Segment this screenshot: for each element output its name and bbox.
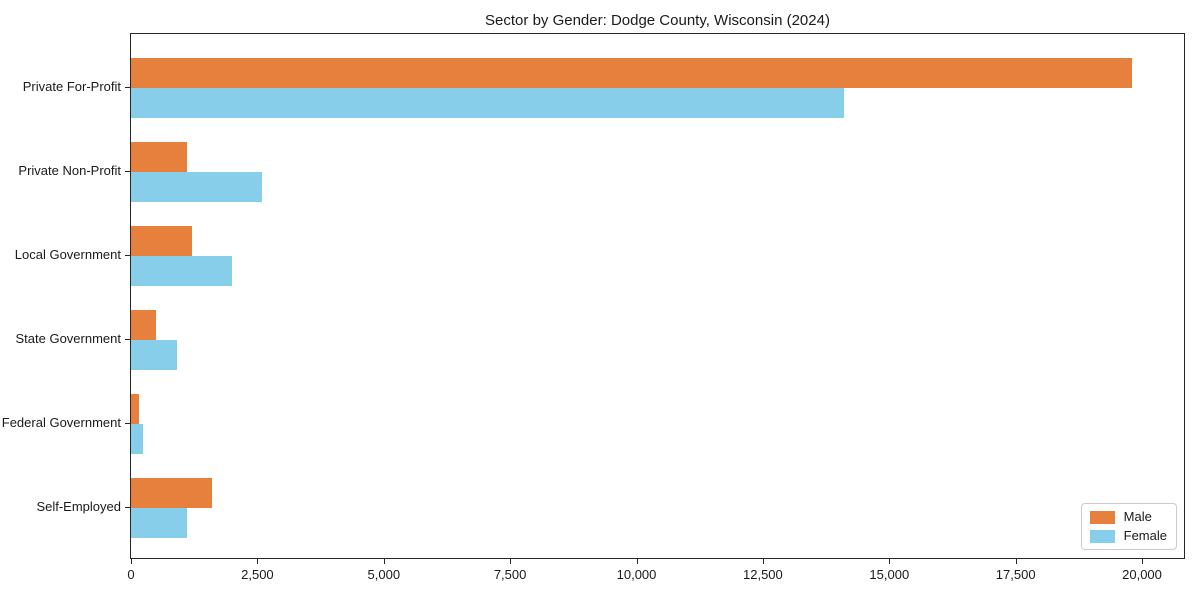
bar-female-private-non-profit xyxy=(131,172,263,202)
y-axis-label-private-non-profit: Private Non-Profit xyxy=(18,163,121,178)
plot-area: Male Female xyxy=(130,33,1185,559)
bar-female-federal-government xyxy=(131,424,143,454)
x-tick-mark xyxy=(257,559,259,564)
legend-item-male: Male xyxy=(1089,509,1167,524)
x-tick-label-5-000: 5,000 xyxy=(367,567,401,582)
bar-female-local-government xyxy=(131,256,233,286)
y-axis-label-private-for-profit: Private For-Profit xyxy=(22,79,121,94)
y-tick-mark xyxy=(125,339,130,340)
x-tick-mark xyxy=(1015,559,1017,564)
legend: Male Female xyxy=(1080,503,1177,550)
legend-swatch-male xyxy=(1089,510,1115,524)
y-tick-mark xyxy=(125,423,130,424)
legend-label-female: Female xyxy=(1123,528,1167,543)
bar-female-self-employed xyxy=(131,508,187,538)
y-tick-mark xyxy=(125,171,130,172)
y-axis-label-self-employed: Self-Employed xyxy=(36,499,121,514)
y-tick-mark xyxy=(125,255,130,256)
chart-title: Sector by Gender: Dodge County, Wisconsi… xyxy=(485,12,830,29)
legend-swatch-female xyxy=(1089,529,1115,543)
x-tick-label-0: 0 xyxy=(127,567,135,582)
y-tick-mark xyxy=(125,87,130,88)
bar-male-federal-government xyxy=(131,394,139,424)
x-tick-label-10-000: 10,000 xyxy=(616,567,657,582)
y-axis-label-local-government: Local Government xyxy=(14,247,121,262)
bar-female-state-government xyxy=(131,340,177,370)
x-tick-label-7-500: 7,500 xyxy=(493,567,527,582)
legend-label-male: Male xyxy=(1123,509,1152,524)
x-tick-mark xyxy=(383,559,385,564)
y-axis-label-federal-government: Federal Government xyxy=(1,415,121,430)
x-tick-mark xyxy=(889,559,891,564)
bar-male-local-government xyxy=(131,226,192,256)
y-axis-label-state-government: State Government xyxy=(15,331,122,346)
x-tick-label-15-000: 15,000 xyxy=(869,567,910,582)
bar-male-state-government xyxy=(131,310,157,340)
x-tick-label-2-500: 2,500 xyxy=(241,567,274,582)
bar-male-private-for-profit xyxy=(131,58,1132,88)
x-tick-label-17-500: 17,500 xyxy=(995,567,1036,582)
x-tick-mark xyxy=(636,559,638,564)
x-tick-mark xyxy=(131,559,132,564)
x-tick-mark xyxy=(510,559,512,564)
y-tick-mark xyxy=(125,507,130,508)
legend-item-female: Female xyxy=(1089,528,1167,543)
bar-male-private-non-profit xyxy=(131,142,187,172)
bar-male-self-employed xyxy=(131,478,212,508)
x-tick-label-20-000: 20,000 xyxy=(1122,567,1162,582)
x-tick-mark xyxy=(762,559,764,564)
bar-female-private-for-profit xyxy=(131,88,844,118)
x-tick-mark xyxy=(1142,559,1143,564)
x-tick-label-12-500: 12,500 xyxy=(743,567,783,582)
